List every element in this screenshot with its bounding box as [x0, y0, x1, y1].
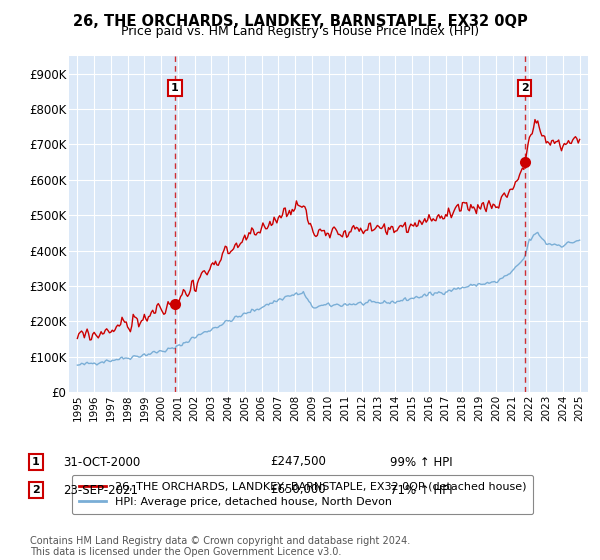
- Text: Contains HM Land Registry data © Crown copyright and database right 2024.
This d: Contains HM Land Registry data © Crown c…: [30, 535, 410, 557]
- Text: 2: 2: [521, 83, 529, 93]
- Text: £247,500: £247,500: [270, 455, 326, 469]
- Text: 99% ↑ HPI: 99% ↑ HPI: [390, 455, 452, 469]
- Text: Price paid vs. HM Land Registry's House Price Index (HPI): Price paid vs. HM Land Registry's House …: [121, 25, 479, 38]
- Text: 26, THE ORCHARDS, LANDKEY, BARNSTAPLE, EX32 0QP: 26, THE ORCHARDS, LANDKEY, BARNSTAPLE, E…: [73, 14, 527, 29]
- Text: 23-SEP-2021: 23-SEP-2021: [63, 483, 138, 497]
- Text: 31-OCT-2000: 31-OCT-2000: [63, 455, 140, 469]
- Text: 71% ↑ HPI: 71% ↑ HPI: [390, 483, 452, 497]
- Text: £650,000: £650,000: [270, 483, 326, 497]
- Legend: 26, THE ORCHARDS, LANDKEY, BARNSTAPLE, EX32 0QP (detached house), HPI: Average p: 26, THE ORCHARDS, LANDKEY, BARNSTAPLE, E…: [72, 475, 533, 514]
- Text: 1: 1: [32, 457, 40, 467]
- Text: 1: 1: [171, 83, 179, 93]
- Text: 2: 2: [32, 485, 40, 495]
